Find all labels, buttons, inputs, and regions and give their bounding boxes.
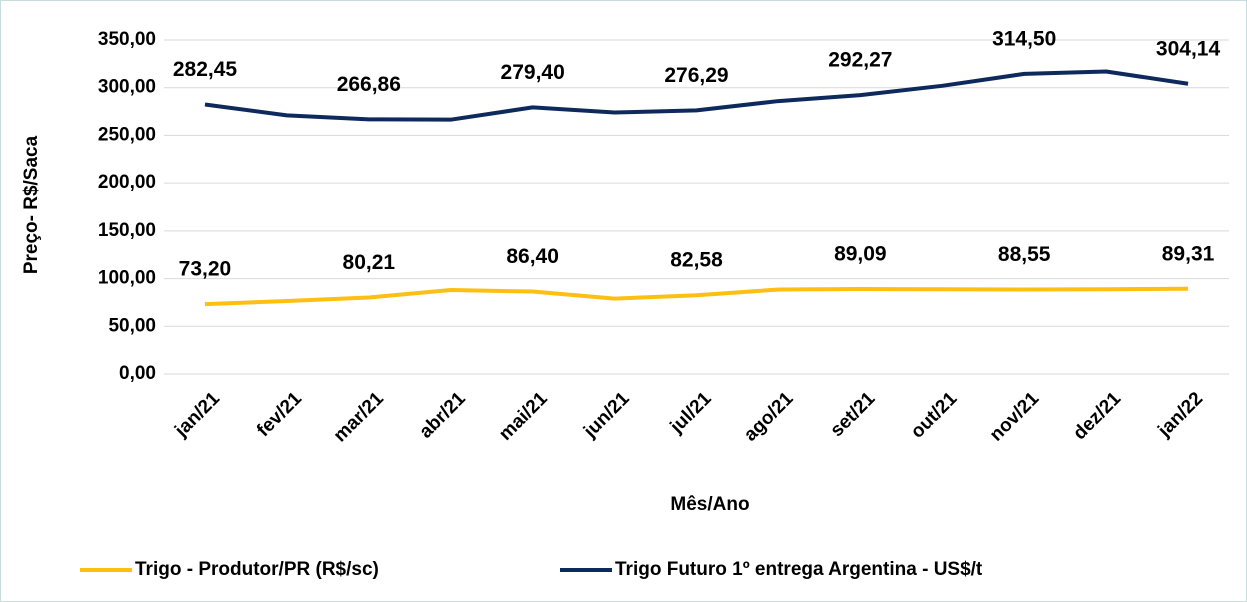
x-tick-label: out/21 [907, 388, 962, 443]
x-tick-label: mar/21 [330, 388, 388, 446]
x-tick-label: set/21 [826, 388, 879, 441]
series-line [204, 69, 1189, 122]
x-tick-label: jan/22 [1153, 388, 1207, 442]
data-label: 82,58 [670, 249, 723, 272]
legend-label: Trigo Futuro 1º entrega Argentina - US$/… [615, 559, 983, 580]
x-axis-title: Mês/Ano [670, 494, 749, 515]
data-label: 279,40 [501, 61, 565, 84]
data-label: 80,21 [343, 251, 396, 274]
y-tick-label: 300,00 [98, 77, 156, 98]
data-label: 266,86 [337, 73, 401, 96]
y-tick-label: 50,00 [108, 315, 156, 336]
data-label: 276,29 [664, 64, 728, 87]
x-tick-label: jan/21 [170, 388, 224, 442]
data-label: 73,20 [179, 258, 232, 281]
y-tick-label: 350,00 [98, 29, 156, 50]
data-label: 88,55 [998, 243, 1051, 266]
data-label: 314,50 [992, 27, 1056, 50]
y-tick-label: 100,00 [98, 268, 156, 289]
data-label: 89,31 [1162, 242, 1215, 265]
x-tick-label: jun/21 [579, 388, 634, 443]
data-label: 282,45 [173, 58, 238, 81]
x-tick-label: dez/21 [1069, 388, 1125, 444]
y-tick-label: 0,00 [119, 363, 156, 384]
y-tick-label: 150,00 [98, 220, 156, 241]
y-tick-label: 250,00 [98, 124, 156, 145]
x-tick-label: nov/21 [986, 388, 1044, 446]
x-tick-label: abr/21 [415, 388, 470, 443]
y-tick-label: 200,00 [98, 172, 156, 193]
y-axis-title: Preço- R$/Saca [21, 135, 42, 274]
x-tick-label: fev/21 [253, 388, 306, 441]
x-tick-label: ago/21 [740, 388, 798, 446]
data-label: 86,40 [506, 245, 559, 268]
data-label: 89,09 [834, 243, 887, 266]
x-tick-label: jul/21 [666, 388, 716, 438]
legend-label: Trigo - Produtor/PR (R$/sc) [135, 559, 379, 580]
data-label: 292,27 [828, 49, 892, 72]
series-line [204, 286, 1189, 307]
data-label: 304,14 [1156, 37, 1221, 60]
x-tick-label: mai/21 [495, 388, 552, 445]
